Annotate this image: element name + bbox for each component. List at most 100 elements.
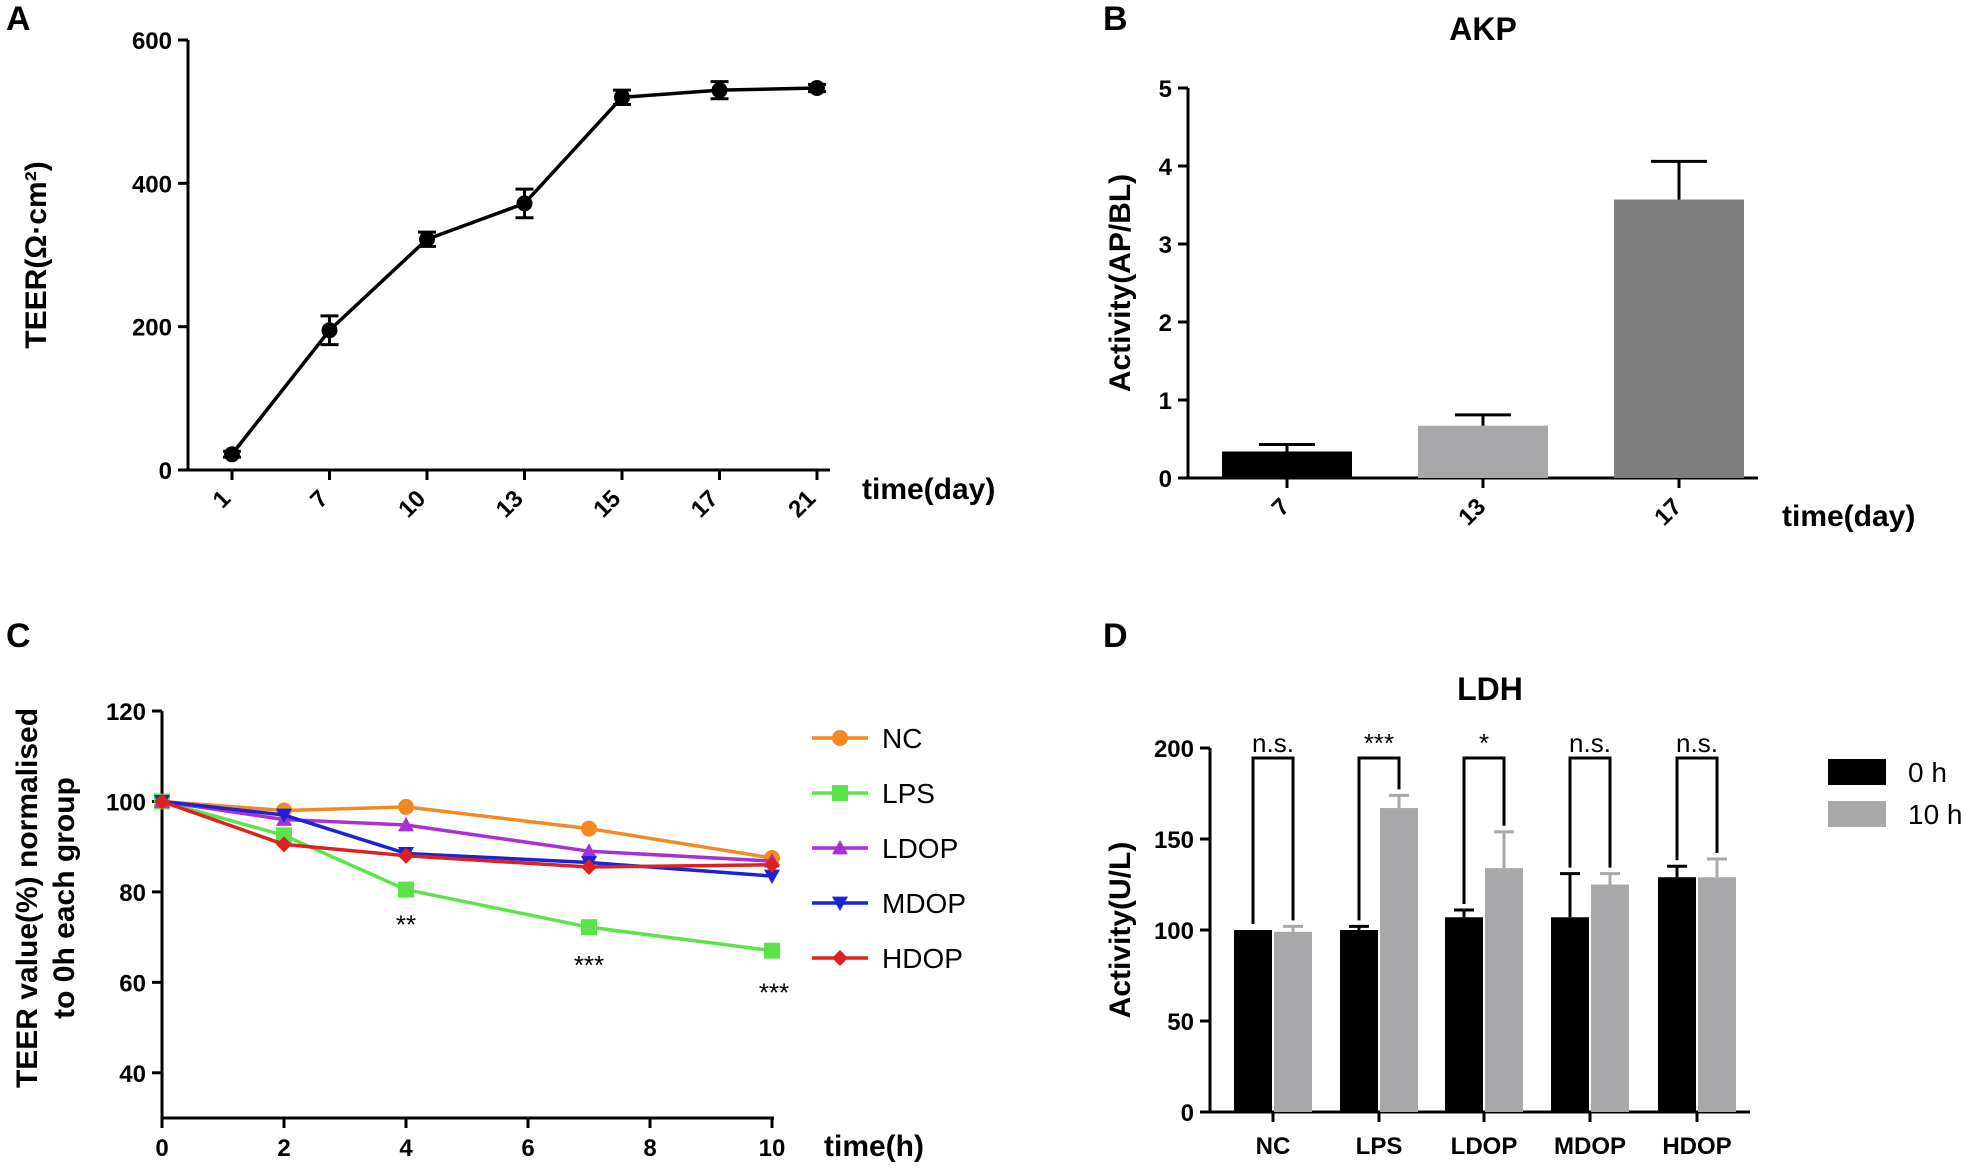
panel-c-x-tick-label: 4 (399, 1135, 413, 1162)
panel-d-significance-bracket (1357, 756, 1401, 921)
panel-label-b: B (1103, 0, 1128, 38)
panel-b-bar (1222, 451, 1352, 478)
panel-d-significance-label: n.s. (1676, 728, 1718, 758)
legend-swatch-0h (1828, 759, 1886, 785)
panel-c-point-hdop (581, 859, 597, 876)
panel-d-x-tick-label: NC (1256, 1133, 1291, 1160)
legend-swatch-10h (1828, 801, 1886, 827)
panel-c-point-lps (581, 919, 597, 936)
panel-d-y-label: Activity(U/L) (1104, 842, 1137, 1019)
panel-b-x-label: time(day) (1782, 500, 1915, 533)
panel-d-bar-0h (1551, 917, 1589, 1112)
legend-label-10h: 10 h (1908, 799, 1963, 830)
panel-c-x-tick-label: 8 (643, 1135, 656, 1162)
panel-b-title: AKP (1449, 11, 1517, 47)
panel-d-significance-bracket (1568, 756, 1612, 868)
panel-d-bar-10h (1274, 931, 1312, 1112)
panel-a-x-tick-label: 7 (305, 485, 334, 514)
panel-c-point-hdop (398, 847, 414, 864)
panel-c-significance-mark: ** (396, 910, 416, 940)
panel-d-bar-10h (1380, 808, 1418, 1112)
panel-label-a: A (6, 0, 31, 38)
panel-b-y-tick-label: 5 (1159, 76, 1172, 103)
panel-d-x-tick-label: HDOP (1662, 1133, 1731, 1160)
panel-c-significance-mark: *** (574, 950, 604, 980)
panel-c-point-lps (398, 881, 414, 898)
panel-c-y-label-line1: TEER value(%) normalised (11, 708, 44, 1088)
panel-d-bar-10h (1698, 877, 1736, 1112)
panel-b-x-tick-label: 17 (1649, 493, 1687, 531)
panel-d-y-tick-label: 50 (1167, 1009, 1194, 1036)
panel-a-x-tick-label: 10 (393, 485, 431, 523)
panel-a-data-point (614, 89, 630, 106)
panel-a-y-tick-label: 600 (132, 28, 172, 55)
panel-a-series-line (230, 86, 818, 456)
panel-b-marks (1222, 159, 1744, 479)
legend-marker-mdop (832, 896, 848, 911)
legend-label-ldop: LDOP (882, 833, 958, 864)
panel-c-point-nc (581, 820, 597, 837)
panel-a-x-tick-label: 1 (208, 485, 237, 514)
panel-b-y-tick-label: 4 (1159, 154, 1173, 181)
panel-c-y-tick-label: 60 (119, 970, 146, 997)
panel-a-y-label: TEER(Ω·cm²) (20, 161, 53, 348)
panel-c-point-hdop (276, 836, 292, 853)
panel-c-point-nc (398, 798, 414, 815)
panel-d-significance-label: n.s. (1569, 728, 1611, 758)
panel-c-point-ldop (398, 816, 414, 832)
panel-c-significance-mark: *** (759, 977, 789, 1007)
panel-b-y-label: Activity(AP/BL) (1104, 174, 1137, 392)
panel-a-x-tick-label: 21 (783, 485, 821, 523)
panel-d-significance-bracket (1462, 756, 1506, 904)
panel-c-y-label-line2: to 0h each group (48, 777, 81, 1019)
panel-c-point-mdop (276, 808, 292, 824)
panel-c-y-tick-label: 40 (119, 1061, 146, 1088)
panel-c-line-lps (161, 799, 773, 953)
legend-label-hdop: HDOP (882, 943, 963, 974)
panel-c-point-lps (764, 942, 780, 959)
panel-d-bar-0h (1234, 930, 1272, 1112)
panel-c-legend: NC LPS LDOP MDOP HDOP (812, 723, 966, 974)
panel-b-y-tick-label: 2 (1159, 310, 1172, 337)
panel-c-marks: ******** (154, 793, 789, 1007)
legend-label-mdop: MDOP (882, 888, 966, 919)
panel-a-y-tick-label: 0 (159, 458, 172, 485)
panel-a-x-label: time(day) (862, 473, 995, 506)
panel-c-x-tick-label: 10 (759, 1135, 786, 1162)
panel-c-point-hdop (764, 856, 780, 873)
panel-a-data-point (321, 322, 338, 339)
panel-d-title: LDH (1457, 671, 1523, 707)
panel-d-significance-label: * (1479, 728, 1489, 758)
panel-c-teer-normalised-chart: TEER value(%) normalised to 0h each grou… (11, 699, 966, 1163)
panel-d-bar-10h (1591, 884, 1629, 1112)
panel-a-data-point (516, 195, 533, 212)
panel-d-ldh-chart: LDH Activity(U/L) 0 50 100 150 200 NC LPS LDOP M… (1104, 671, 1963, 1160)
panel-b-akp-chart: AKP Activity(AP/BL) time(day) 0 1 2 3 4 5 7 13 1… (1104, 11, 1915, 533)
panel-c-y-tick-label: 80 (119, 880, 146, 907)
panel-a-x-tick-label: 13 (491, 485, 529, 523)
panel-d-y-tick-label: 150 (1154, 827, 1194, 854)
panel-d-significance-bracket (1251, 756, 1295, 924)
panel-a-data-point (809, 80, 825, 97)
panel-d-significance-label: n.s. (1252, 728, 1294, 758)
panel-c-x-label: time(h) (824, 1130, 924, 1163)
panel-d-bar-0h (1445, 917, 1483, 1112)
panel-b-y-tick-label: 3 (1159, 232, 1172, 259)
panel-b-bar (1418, 425, 1548, 478)
panel-d-ticks: 0 50 100 150 200 NC LPS LDOP MDOP HDOP (1154, 736, 1732, 1160)
panel-d-y-tick-label: 0 (1181, 1100, 1194, 1127)
legend-label-0h: 0 h (1908, 757, 1947, 788)
panel-d-y-tick-label: 200 (1154, 736, 1194, 763)
legend-label-nc: NC (882, 723, 922, 754)
panel-a-y-tick-label: 200 (132, 315, 172, 342)
panel-label-c: C (6, 617, 31, 655)
legend-marker-lps (832, 785, 848, 801)
panel-b-y-tick-label: 0 (1159, 466, 1172, 493)
legend-label-lps: LPS (882, 778, 935, 809)
panel-c-x-tick-label: 6 (521, 1135, 534, 1162)
panel-b-x-tick-label: 13 (1453, 493, 1491, 531)
panel-d-bar-0h (1340, 930, 1378, 1112)
panel-label-d: D (1103, 617, 1128, 655)
